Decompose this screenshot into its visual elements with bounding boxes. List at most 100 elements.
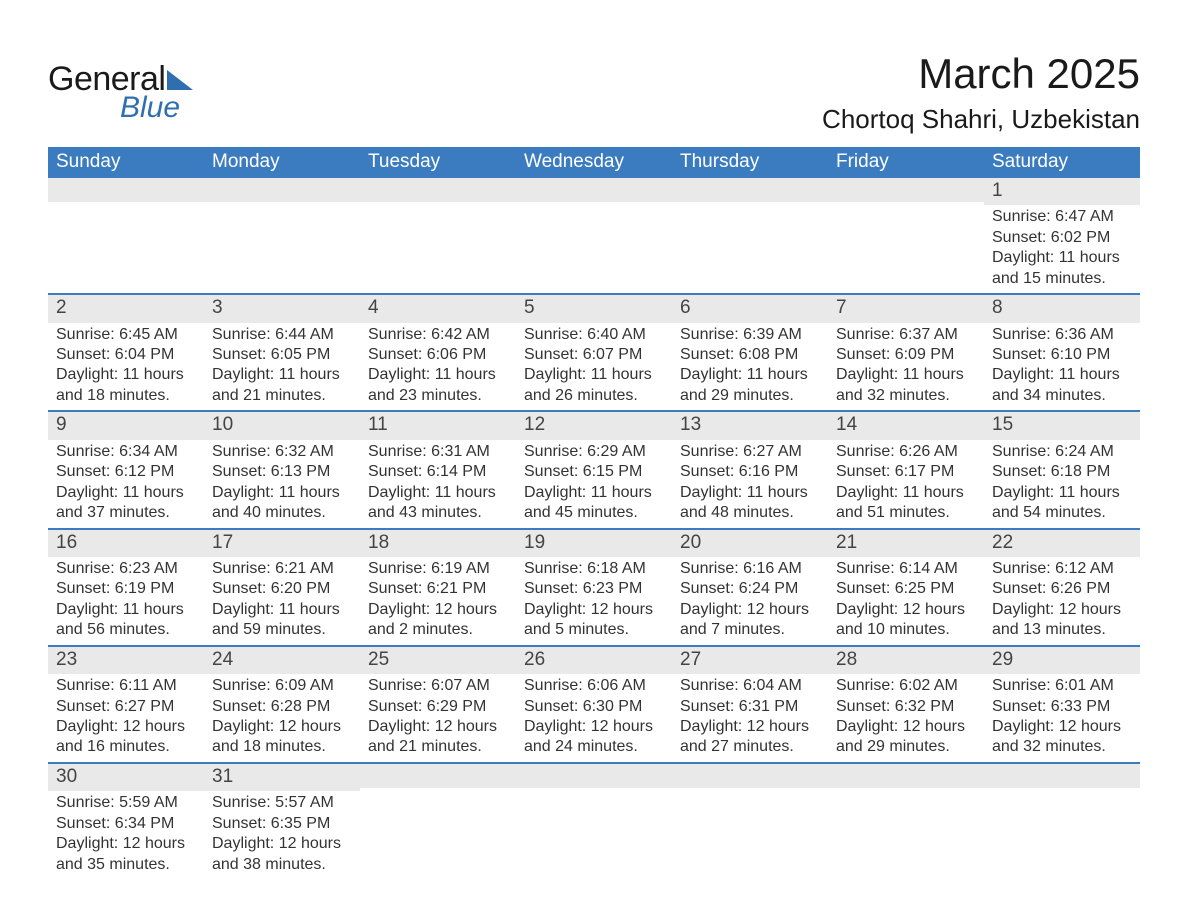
sunset-line: Sunset: 6:15 PM bbox=[524, 462, 664, 482]
weekday-header: Wednesday bbox=[516, 147, 672, 178]
daylight-line: Daylight: 12 hours and 13 minutes. bbox=[992, 600, 1132, 641]
day-number bbox=[204, 178, 360, 202]
sunrise-line: Sunrise: 6:19 AM bbox=[368, 559, 508, 579]
sunrise-line: Sunrise: 5:59 AM bbox=[56, 793, 196, 813]
day-number: 4 bbox=[360, 295, 516, 322]
daylight-line: Daylight: 11 hours and 29 minutes. bbox=[680, 365, 820, 406]
daylight-line: Daylight: 12 hours and 18 minutes. bbox=[212, 717, 352, 758]
sunset-line: Sunset: 6:20 PM bbox=[212, 579, 352, 599]
day-number: 9 bbox=[48, 412, 204, 439]
sunrise-line: Sunrise: 6:34 AM bbox=[56, 442, 196, 462]
sunrise-line: Sunrise: 6:27 AM bbox=[680, 442, 820, 462]
sunset-line: Sunset: 6:34 PM bbox=[56, 814, 196, 834]
daylight-line: Daylight: 12 hours and 7 minutes. bbox=[680, 600, 820, 641]
day-cell: 15Sunrise: 6:24 AMSunset: 6:18 PMDayligh… bbox=[984, 412, 1140, 527]
daylight-line: Daylight: 11 hours and 34 minutes. bbox=[992, 365, 1132, 406]
sunrise-line: Sunrise: 6:14 AM bbox=[836, 559, 976, 579]
sunset-line: Sunset: 6:30 PM bbox=[524, 697, 664, 717]
sunrise-line: Sunrise: 6:24 AM bbox=[992, 442, 1132, 462]
sunset-line: Sunset: 6:26 PM bbox=[992, 579, 1132, 599]
day-number: 21 bbox=[828, 530, 984, 557]
day-number: 25 bbox=[360, 647, 516, 674]
daylight-line: Daylight: 11 hours and 56 minutes. bbox=[56, 600, 196, 641]
day-cell bbox=[828, 764, 984, 879]
day-number bbox=[516, 178, 672, 202]
day-number bbox=[360, 178, 516, 202]
sunset-line: Sunset: 6:02 PM bbox=[992, 228, 1132, 248]
day-cell: 9Sunrise: 6:34 AMSunset: 6:12 PMDaylight… bbox=[48, 412, 204, 527]
day-number: 14 bbox=[828, 412, 984, 439]
sunset-line: Sunset: 6:06 PM bbox=[368, 345, 508, 365]
weekday-header: Friday bbox=[828, 147, 984, 178]
sunrise-line: Sunrise: 6:07 AM bbox=[368, 676, 508, 696]
daylight-line: Daylight: 12 hours and 21 minutes. bbox=[368, 717, 508, 758]
day-cell: 21Sunrise: 6:14 AMSunset: 6:25 PMDayligh… bbox=[828, 530, 984, 645]
day-number bbox=[672, 178, 828, 202]
day-cell: 31Sunrise: 5:57 AMSunset: 6:35 PMDayligh… bbox=[204, 764, 360, 879]
sunrise-line: Sunrise: 6:31 AM bbox=[368, 442, 508, 462]
day-number bbox=[828, 178, 984, 202]
daylight-line: Daylight: 11 hours and 40 minutes. bbox=[212, 483, 352, 524]
logo-triangle-icon bbox=[167, 70, 193, 90]
day-number bbox=[672, 764, 828, 788]
sunrise-line: Sunrise: 6:09 AM bbox=[212, 676, 352, 696]
sunset-line: Sunset: 6:07 PM bbox=[524, 345, 664, 365]
calendar: Sunday Monday Tuesday Wednesday Thursday… bbox=[48, 147, 1140, 879]
daylight-line: Daylight: 11 hours and 21 minutes. bbox=[212, 365, 352, 406]
day-number: 24 bbox=[204, 647, 360, 674]
day-cell bbox=[516, 764, 672, 879]
day-number: 6 bbox=[672, 295, 828, 322]
day-number: 3 bbox=[204, 295, 360, 322]
day-number: 31 bbox=[204, 764, 360, 791]
sunrise-line: Sunrise: 6:40 AM bbox=[524, 325, 664, 345]
sunrise-line: Sunrise: 6:18 AM bbox=[524, 559, 664, 579]
day-cell bbox=[516, 178, 672, 293]
sunrise-line: Sunrise: 6:44 AM bbox=[212, 325, 352, 345]
sunset-line: Sunset: 6:04 PM bbox=[56, 345, 196, 365]
day-cell bbox=[48, 178, 204, 293]
week-row: 1Sunrise: 6:47 AMSunset: 6:02 PMDaylight… bbox=[48, 178, 1140, 293]
day-cell bbox=[360, 178, 516, 293]
sunset-line: Sunset: 6:12 PM bbox=[56, 462, 196, 482]
sunrise-line: Sunrise: 6:42 AM bbox=[368, 325, 508, 345]
sunset-line: Sunset: 6:25 PM bbox=[836, 579, 976, 599]
day-cell: 19Sunrise: 6:18 AMSunset: 6:23 PMDayligh… bbox=[516, 530, 672, 645]
day-cell: 2Sunrise: 6:45 AMSunset: 6:04 PMDaylight… bbox=[48, 295, 204, 410]
day-cell bbox=[828, 178, 984, 293]
weekday-header-row: Sunday Monday Tuesday Wednesday Thursday… bbox=[48, 147, 1140, 178]
header: General Blue March 2025 Chortoq Shahri, … bbox=[48, 50, 1140, 135]
daylight-line: Daylight: 12 hours and 24 minutes. bbox=[524, 717, 664, 758]
daylight-line: Daylight: 11 hours and 23 minutes. bbox=[368, 365, 508, 406]
day-cell: 26Sunrise: 6:06 AMSunset: 6:30 PMDayligh… bbox=[516, 647, 672, 762]
day-number: 29 bbox=[984, 647, 1140, 674]
daylight-line: Daylight: 11 hours and 45 minutes. bbox=[524, 483, 664, 524]
logo: General Blue bbox=[48, 60, 193, 125]
weekday-header: Saturday bbox=[984, 147, 1140, 178]
week-row: 16Sunrise: 6:23 AMSunset: 6:19 PMDayligh… bbox=[48, 528, 1140, 645]
day-number: 17 bbox=[204, 530, 360, 557]
day-cell: 27Sunrise: 6:04 AMSunset: 6:31 PMDayligh… bbox=[672, 647, 828, 762]
sunset-line: Sunset: 6:27 PM bbox=[56, 697, 196, 717]
sunrise-line: Sunrise: 6:45 AM bbox=[56, 325, 196, 345]
week-row: 30Sunrise: 5:59 AMSunset: 6:34 PMDayligh… bbox=[48, 762, 1140, 879]
day-cell bbox=[672, 178, 828, 293]
sunset-line: Sunset: 6:21 PM bbox=[368, 579, 508, 599]
day-number bbox=[48, 178, 204, 202]
sunrise-line: Sunrise: 6:11 AM bbox=[56, 676, 196, 696]
day-number: 18 bbox=[360, 530, 516, 557]
sunrise-line: Sunrise: 6:39 AM bbox=[680, 325, 820, 345]
sunset-line: Sunset: 6:14 PM bbox=[368, 462, 508, 482]
day-number: 7 bbox=[828, 295, 984, 322]
day-cell bbox=[360, 764, 516, 879]
daylight-line: Daylight: 12 hours and 10 minutes. bbox=[836, 600, 976, 641]
day-number: 22 bbox=[984, 530, 1140, 557]
day-number: 11 bbox=[360, 412, 516, 439]
day-cell: 30Sunrise: 5:59 AMSunset: 6:34 PMDayligh… bbox=[48, 764, 204, 879]
day-number: 28 bbox=[828, 647, 984, 674]
day-cell bbox=[672, 764, 828, 879]
sunset-line: Sunset: 6:18 PM bbox=[992, 462, 1132, 482]
sunset-line: Sunset: 6:19 PM bbox=[56, 579, 196, 599]
daylight-line: Daylight: 11 hours and 15 minutes. bbox=[992, 248, 1132, 289]
daylight-line: Daylight: 11 hours and 18 minutes. bbox=[56, 365, 196, 406]
weekday-header: Sunday bbox=[48, 147, 204, 178]
